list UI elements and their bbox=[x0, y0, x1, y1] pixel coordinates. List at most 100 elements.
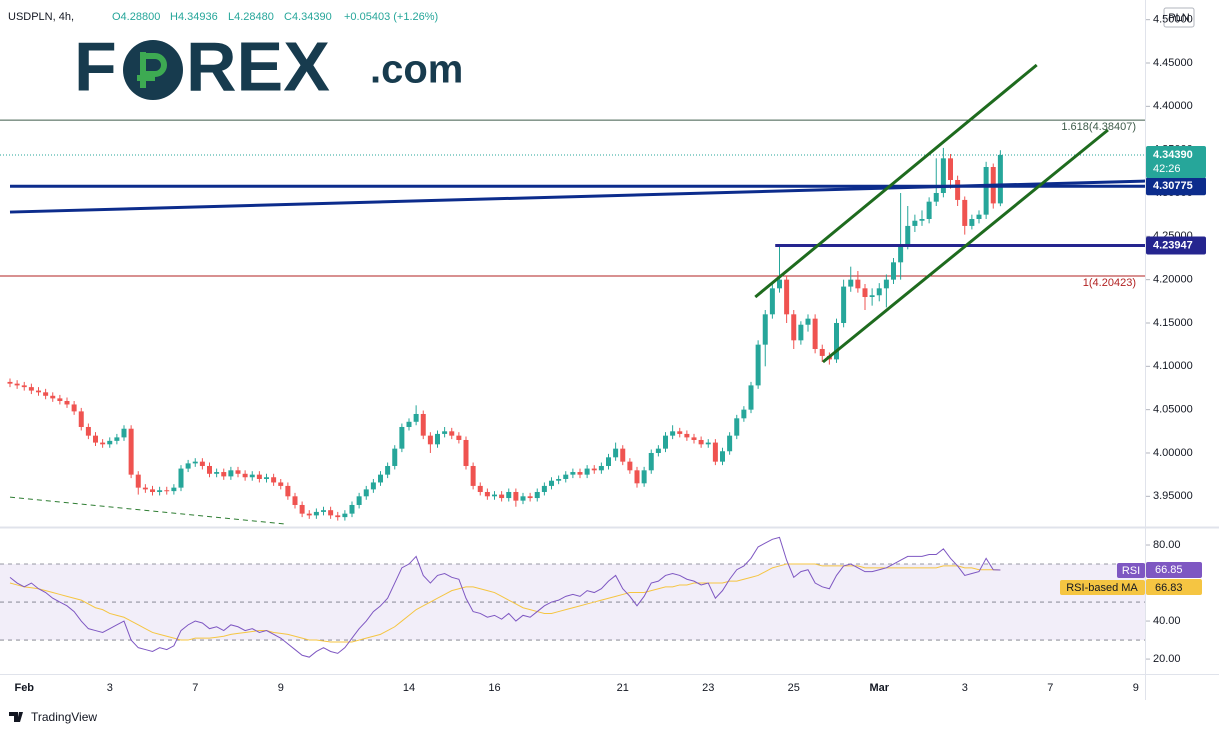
candle-body bbox=[321, 510, 326, 512]
candle-body bbox=[199, 461, 205, 466]
fib-label: 1.618(4.38407) bbox=[1061, 121, 1136, 133]
candle-body bbox=[791, 314, 797, 341]
candle-body bbox=[898, 244, 904, 263]
candle-body bbox=[171, 487, 177, 492]
candle-body bbox=[883, 279, 889, 289]
candle-body bbox=[777, 279, 782, 289]
candle-body bbox=[563, 474, 569, 479]
candle-body bbox=[93, 435, 98, 443]
candle-body bbox=[21, 385, 27, 388]
candle-body bbox=[463, 439, 469, 466]
fib-label: 1(4.20423) bbox=[1083, 277, 1136, 289]
candle-body bbox=[157, 490, 163, 492]
candle-body bbox=[50, 395, 56, 399]
x-tick-label: 3 bbox=[962, 682, 968, 694]
candle-body bbox=[855, 279, 861, 289]
candle-body bbox=[598, 465, 604, 471]
trendline bbox=[9, 496, 286, 525]
ohlc-field: +0.05403 (+1.26%) bbox=[344, 11, 438, 23]
candle-body bbox=[720, 451, 725, 462]
y-tick-label: 4.40000 bbox=[1153, 100, 1193, 112]
candle-body bbox=[14, 383, 20, 386]
candle-body bbox=[534, 491, 540, 499]
candle-body bbox=[71, 404, 77, 412]
candle-body bbox=[292, 496, 298, 505]
candle-body bbox=[613, 448, 619, 458]
candle-body bbox=[655, 448, 661, 453]
y-tick-label: 4.45000 bbox=[1153, 57, 1193, 69]
candle-body bbox=[484, 491, 490, 497]
candle-body bbox=[549, 480, 554, 486]
candle-body bbox=[627, 461, 633, 471]
y-tick-label: 4.15000 bbox=[1153, 317, 1193, 329]
candle-body bbox=[242, 473, 248, 478]
x-tick-label: 25 bbox=[788, 682, 800, 694]
candle-body bbox=[634, 470, 640, 484]
level-label: 4.23947 bbox=[1153, 239, 1193, 251]
y-tick-label: 4.50000 bbox=[1153, 14, 1193, 26]
candle-body bbox=[841, 286, 847, 323]
candle-body bbox=[299, 504, 305, 514]
rsi-tick-label: 40.00 bbox=[1153, 615, 1181, 627]
ohlc-field: L4.28480 bbox=[228, 11, 274, 23]
candle-body bbox=[812, 318, 818, 349]
candle-body bbox=[435, 433, 440, 445]
candle-body bbox=[385, 465, 391, 475]
candle-body bbox=[691, 437, 697, 440]
candle-body bbox=[648, 452, 654, 471]
rsi-ma-name: RSI-based MA bbox=[1066, 582, 1138, 594]
logo-symbol bbox=[137, 52, 167, 88]
candle-body bbox=[313, 511, 319, 516]
trendline bbox=[9, 179, 1146, 214]
symbol: USDPLN, 4h, bbox=[8, 11, 74, 23]
candle-body bbox=[449, 431, 455, 436]
candle-body bbox=[712, 442, 718, 462]
candle-body bbox=[221, 472, 227, 477]
candle-body bbox=[762, 314, 768, 345]
level-label: 4.30775 bbox=[1153, 180, 1193, 192]
candle-body bbox=[819, 348, 825, 356]
rsi-ma-value-box bbox=[1146, 579, 1202, 595]
x-tick-label: 21 bbox=[617, 682, 629, 694]
candle-body bbox=[983, 166, 989, 215]
ohlc-field: H4.34936 bbox=[170, 11, 218, 23]
candle-body bbox=[285, 485, 291, 497]
candle-body bbox=[192, 461, 198, 464]
candle-body bbox=[705, 442, 711, 445]
candle-body bbox=[876, 288, 882, 296]
candle-body bbox=[370, 482, 376, 490]
candle-body bbox=[784, 279, 790, 315]
candle-body bbox=[948, 158, 953, 180]
candle-body bbox=[905, 225, 911, 245]
candle-body bbox=[85, 426, 91, 436]
x-tick-label: 23 bbox=[702, 682, 714, 694]
candle-body bbox=[271, 477, 277, 483]
footer: TradingView bbox=[31, 710, 97, 724]
candle-body bbox=[677, 431, 683, 434]
candle-body bbox=[342, 513, 348, 518]
candle-body bbox=[670, 431, 676, 436]
currency-box bbox=[1163, 7, 1195, 28]
x-tick-label: 3 bbox=[107, 682, 113, 694]
candle-body bbox=[556, 478, 562, 481]
candle-body bbox=[28, 387, 34, 391]
candle-body bbox=[413, 413, 419, 422]
candle-body bbox=[834, 322, 839, 360]
rsi-ma-name-box bbox=[1060, 580, 1145, 595]
candle-body bbox=[541, 485, 547, 492]
rsi-name: RSI bbox=[1122, 565, 1140, 577]
rsi-value-box bbox=[1146, 562, 1202, 578]
candle-body bbox=[962, 199, 968, 226]
candle-body bbox=[57, 398, 63, 401]
x-tick-label: 9 bbox=[278, 682, 284, 694]
ohlc-field: O4.28800 bbox=[112, 11, 160, 23]
candle-body bbox=[185, 463, 191, 469]
candle-body bbox=[256, 474, 262, 479]
candle-body bbox=[378, 474, 383, 483]
candle-body bbox=[591, 468, 597, 471]
rsi-tick-label: 80.00 bbox=[1153, 539, 1181, 551]
candle-body bbox=[78, 411, 84, 427]
candle-body bbox=[926, 201, 932, 219]
candle-body bbox=[606, 457, 611, 466]
